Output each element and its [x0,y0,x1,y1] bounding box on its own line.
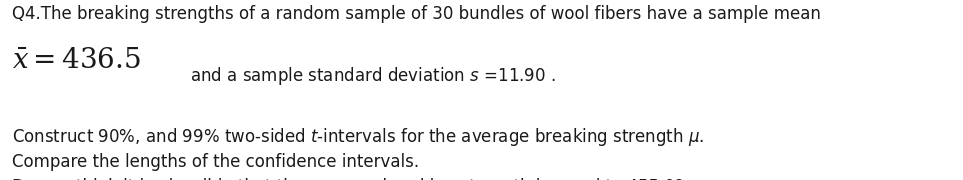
Text: Do you think it is plausible that the average breaking strength is equal to 455.: Do you think it is plausible that the av… [12,178,683,180]
Text: Construct 90%, and 99% two-sided $t$-intervals for the average breaking strength: Construct 90%, and 99% two-sided $t$-int… [12,126,704,148]
Text: Compare the lengths of the confidence intervals.: Compare the lengths of the confidence in… [12,153,419,171]
Text: $\bar{x}=436.5$: $\bar{x}=436.5$ [12,46,141,74]
Text: and a sample standard deviation $s$ =11.90 .: and a sample standard deviation $s$ =11.… [190,65,556,87]
Text: Q4.The breaking strengths of a random sample of 30 bundles of wool fibers have a: Q4.The breaking strengths of a random sa… [12,5,820,23]
